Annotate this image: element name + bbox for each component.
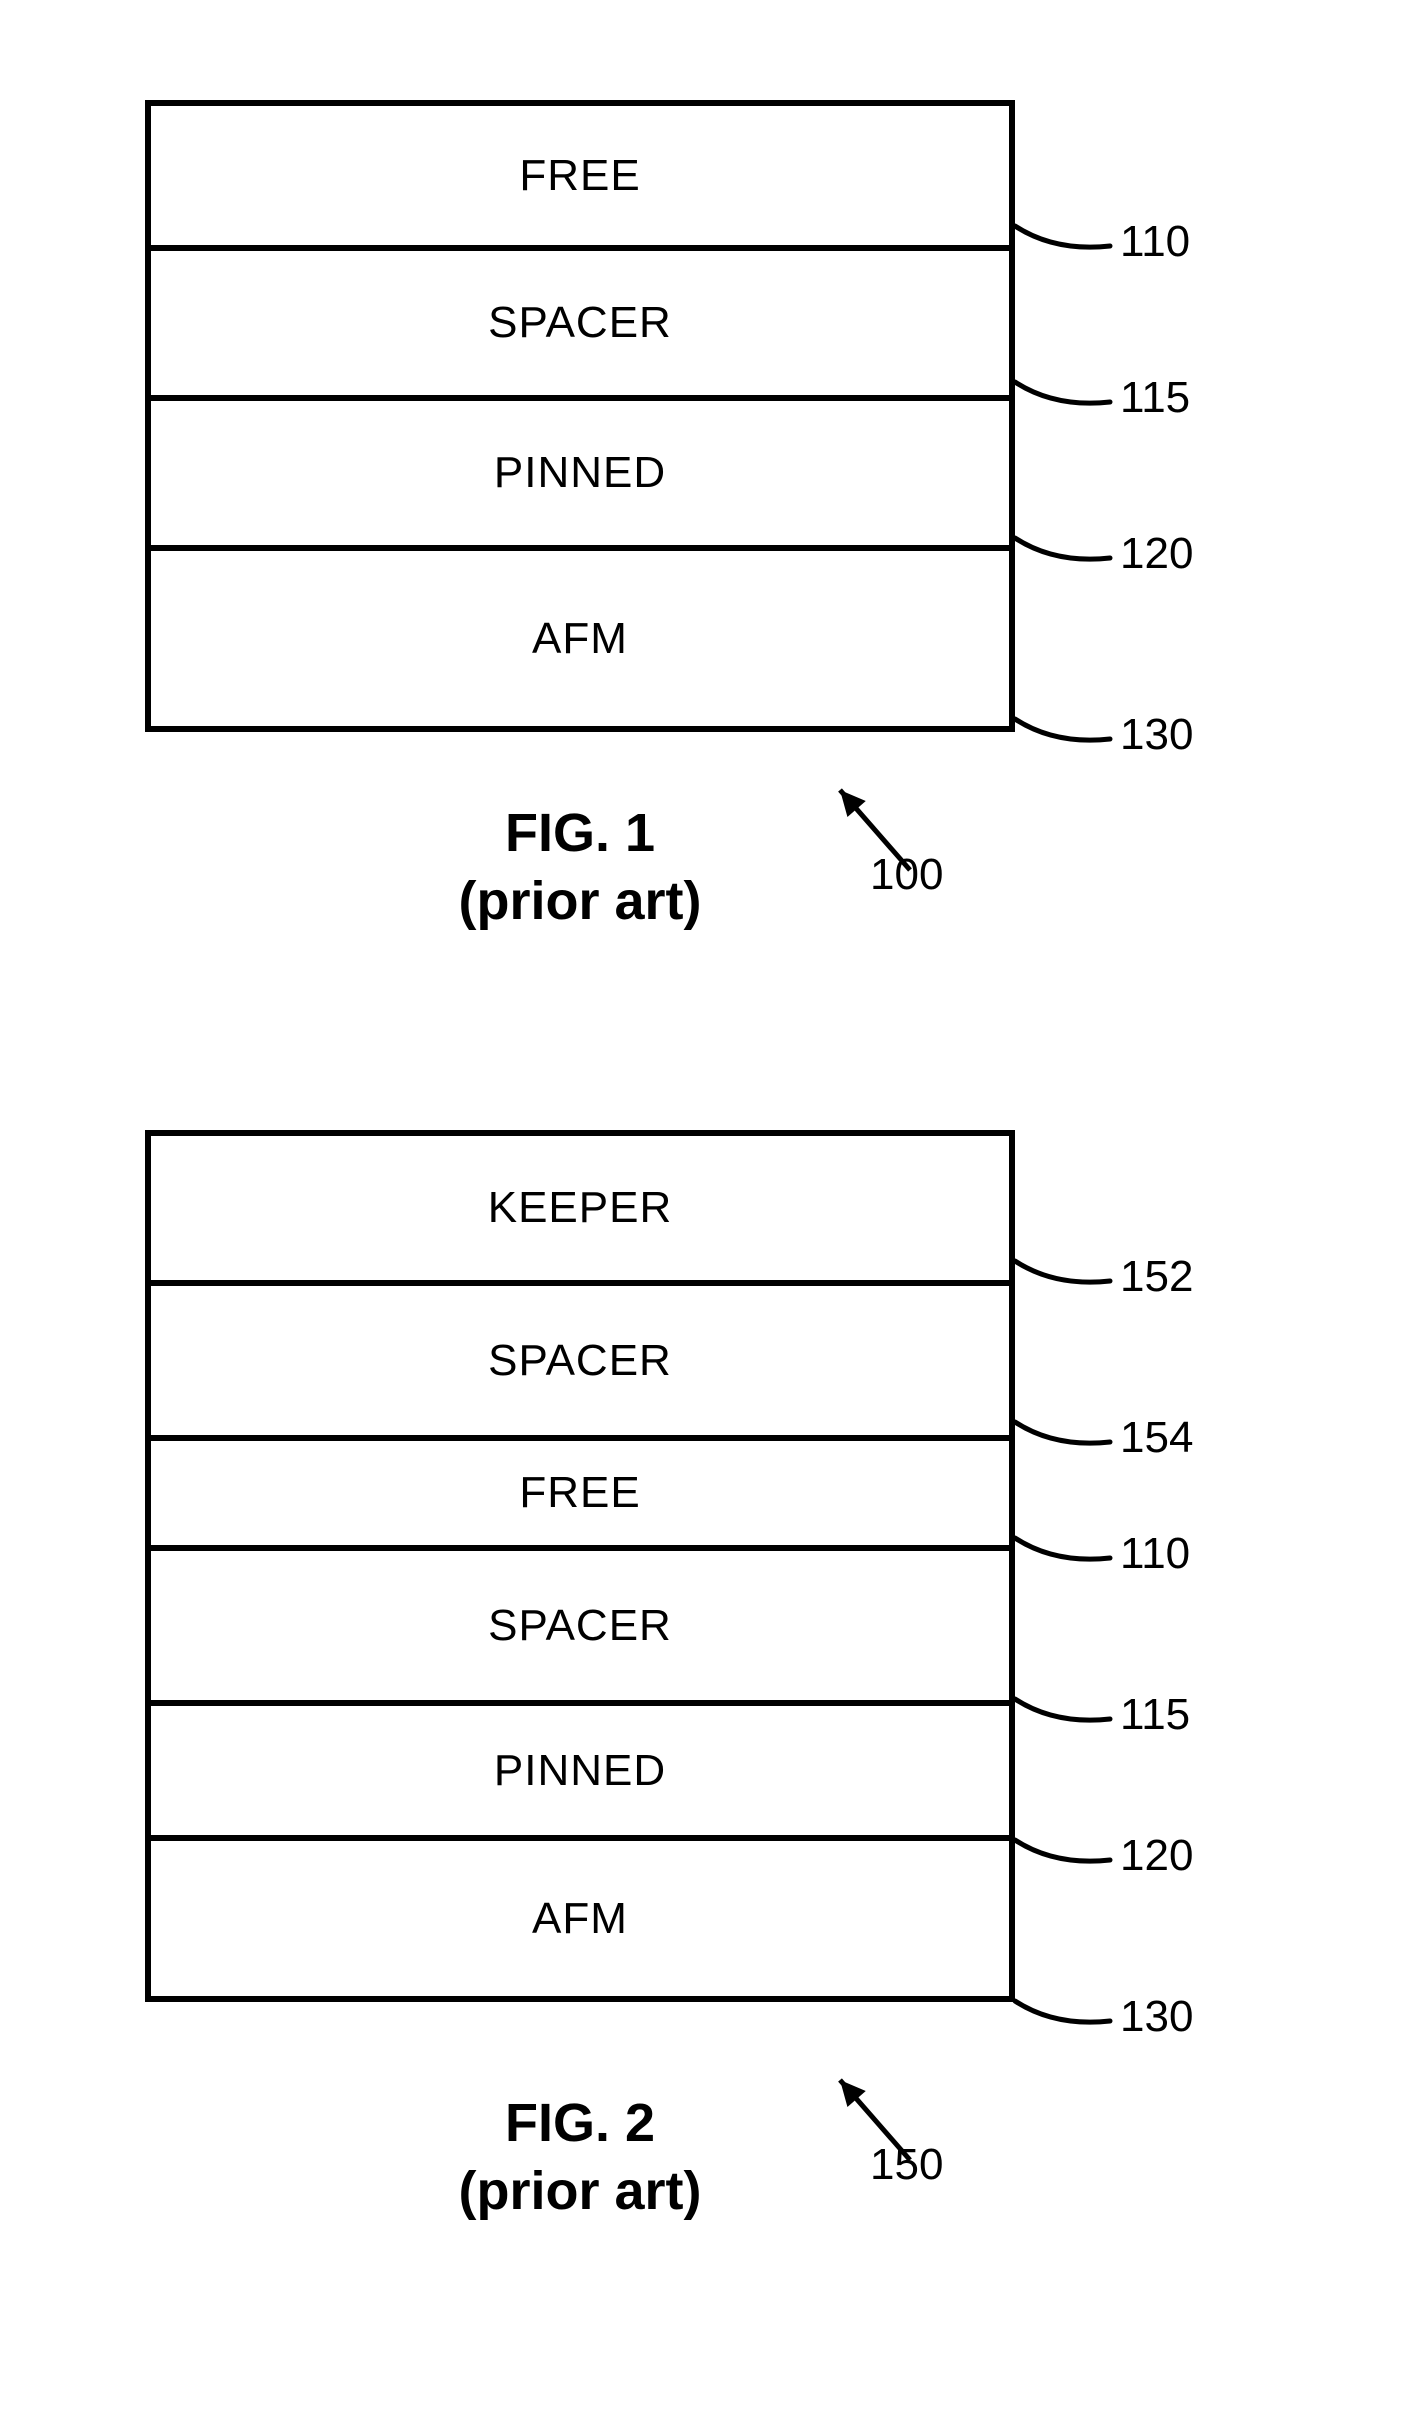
fig2-leader-5 xyxy=(0,0,1404,2431)
page: FREESPACERPINNEDAFM FIG. 1 (prior art) 1… xyxy=(0,0,1404,2431)
fig2-ref-5: 130 xyxy=(1120,1992,1193,2042)
